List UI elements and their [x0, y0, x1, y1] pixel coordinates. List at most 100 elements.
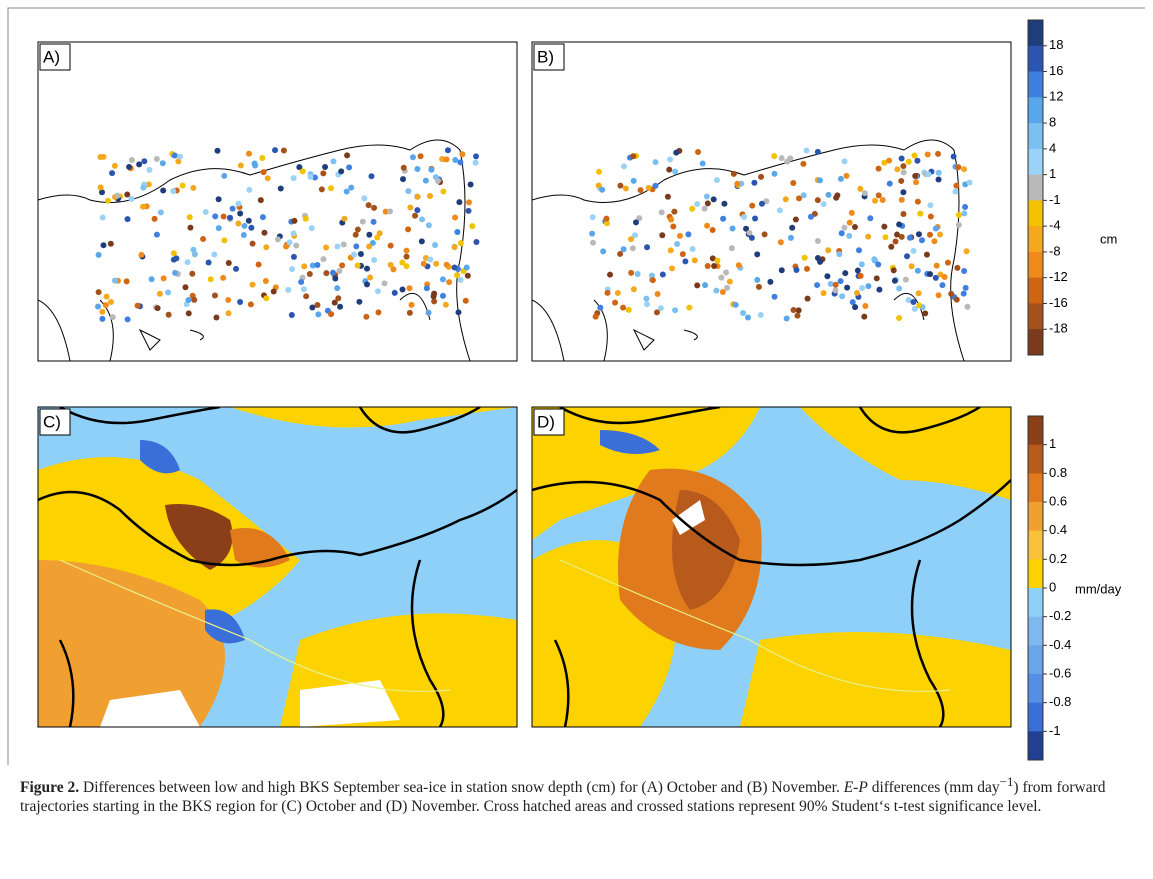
station-dot	[790, 179, 797, 186]
station-dot	[867, 215, 874, 222]
station-dot	[405, 226, 412, 233]
station-dot	[896, 285, 903, 292]
station-dot	[922, 310, 929, 317]
station-dot	[425, 309, 432, 316]
station-dot	[804, 265, 811, 272]
station-dot	[466, 199, 473, 206]
station-dot	[320, 170, 327, 177]
station-dot	[896, 221, 903, 228]
station-dot	[387, 261, 394, 268]
station-dot	[136, 161, 143, 168]
station-dot	[668, 265, 675, 272]
station-dot	[459, 151, 466, 158]
station-dot	[961, 210, 968, 217]
station-dot	[854, 289, 861, 296]
station-dot	[302, 215, 309, 222]
colorbar-segment	[1028, 123, 1043, 150]
station-dot	[843, 172, 850, 179]
station-dot	[165, 311, 172, 318]
station-dot	[801, 254, 808, 261]
station-dot	[431, 290, 438, 297]
station-dot	[963, 248, 970, 255]
station-dot	[272, 147, 279, 154]
station-dot	[778, 267, 785, 274]
station-dot	[933, 262, 940, 269]
panel-label: D)	[537, 412, 555, 431]
station-dot	[652, 159, 659, 166]
station-dot	[913, 179, 920, 186]
station-dot	[794, 312, 801, 319]
station-dot	[104, 197, 111, 204]
station-dot	[914, 267, 921, 274]
station-dot	[469, 223, 476, 230]
station-dot	[659, 271, 666, 278]
colorbar-tick-label: 0.6	[1049, 493, 1067, 508]
colorbar-segment	[1028, 645, 1043, 675]
station-dot	[370, 218, 377, 225]
station-dot	[455, 309, 462, 316]
station-dot	[657, 305, 664, 312]
station-dot	[771, 153, 778, 160]
station-dot	[160, 275, 167, 282]
station-dot	[200, 235, 207, 242]
station-dot	[213, 314, 220, 321]
station-dot	[964, 303, 971, 310]
station-dot	[723, 269, 730, 276]
colorbar-segment	[1028, 329, 1043, 356]
station-dot	[280, 147, 287, 154]
station-dot	[645, 184, 652, 191]
colorbar-tick-label: 4	[1049, 140, 1056, 155]
colorbar-tick-label: -0.2	[1049, 608, 1071, 623]
colorbar-segment	[1028, 174, 1043, 201]
station-dot	[691, 257, 698, 264]
station-dot	[352, 231, 359, 238]
station-dot	[237, 210, 244, 217]
station-dot	[900, 163, 907, 170]
colorbar-tick-label: -1	[1049, 192, 1061, 207]
station-dot	[381, 280, 388, 287]
station-dot	[361, 195, 368, 202]
station-dot	[454, 272, 461, 279]
station-dot	[937, 231, 944, 238]
station-dot	[721, 200, 728, 207]
colorbar-segment	[1028, 97, 1043, 124]
colorbar-segment	[1028, 588, 1043, 618]
station-dot	[107, 299, 114, 306]
station-dot	[237, 162, 244, 169]
colorbar-tick-label: -12	[1049, 269, 1068, 284]
colorbar-segment	[1028, 559, 1043, 589]
station-dot	[226, 214, 233, 221]
station-dot	[420, 260, 427, 267]
station-dot	[935, 292, 942, 299]
station-dot	[212, 213, 219, 220]
station-dot	[630, 153, 637, 160]
station-dot	[320, 256, 327, 263]
station-dot	[837, 278, 844, 285]
station-dot	[960, 290, 967, 297]
station-dot	[729, 225, 736, 232]
colorbar-unit: mm/day	[1075, 581, 1122, 596]
station-dot	[225, 297, 232, 304]
station-dot	[176, 153, 183, 160]
colorbar-tick-label: 12	[1049, 89, 1063, 104]
station-dot	[749, 202, 756, 209]
colorbar-tick-label: -4	[1049, 218, 1061, 233]
station-dot	[654, 291, 661, 298]
station-dot	[871, 256, 878, 263]
station-dot	[172, 269, 179, 276]
station-dot	[463, 264, 470, 271]
station-dot	[443, 156, 450, 163]
station-dot	[614, 290, 621, 297]
station-dot	[309, 304, 316, 311]
caption: Figure 2. Differences between low and hi…	[20, 772, 1130, 816]
station-dot	[154, 305, 161, 312]
panel-label: A)	[43, 47, 60, 66]
station-dot	[879, 197, 886, 204]
station-dot	[443, 261, 450, 268]
station-dot	[701, 205, 708, 212]
station-dot	[171, 152, 178, 159]
station-dot	[962, 284, 969, 291]
station-dot	[249, 240, 256, 247]
station-dot	[123, 278, 130, 285]
station-dot	[787, 234, 794, 241]
